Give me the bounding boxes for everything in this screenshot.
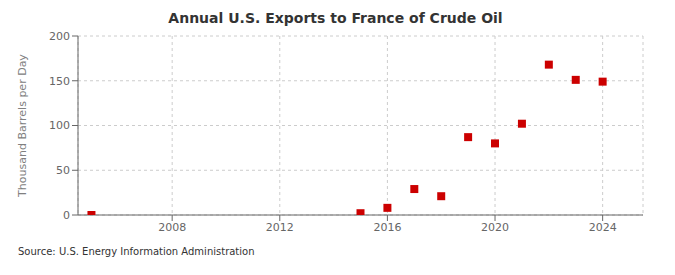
svg-text:2020: 2020 [481, 221, 509, 234]
svg-text:2024: 2024 [589, 221, 617, 234]
svg-text:50: 50 [56, 164, 70, 177]
svg-text:0: 0 [63, 209, 70, 222]
svg-text:100: 100 [49, 119, 70, 132]
html-text:Annual U.S. Exports to France: Annual U.S. Exports to France of Crude O… [168, 10, 503, 26]
svg-text:150: 150 [49, 75, 70, 88]
svg-text:2016: 2016 [373, 221, 401, 234]
svg-text:2008: 2008 [158, 221, 186, 234]
svg-text:200: 200 [49, 30, 70, 43]
html-text:Source: U.S. Energy Informatio: Source: U.S. Energy Information Administ… [18, 246, 255, 257]
svg-text:2012: 2012 [266, 221, 294, 234]
svg-text:Thousand Barrels per Day: Thousand Barrels per Day [16, 54, 29, 198]
